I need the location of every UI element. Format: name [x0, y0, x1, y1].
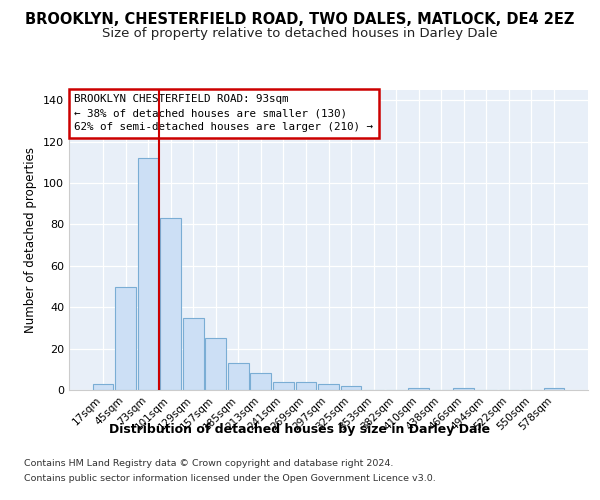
Bar — [544, 388, 565, 390]
Text: Distribution of detached houses by size in Darley Dale: Distribution of detached houses by size … — [109, 422, 491, 436]
Bar — [341, 386, 361, 390]
Text: Contains HM Land Registry data © Crown copyright and database right 2024.: Contains HM Land Registry data © Crown c… — [24, 459, 394, 468]
Bar — [205, 338, 226, 390]
Text: BROOKLYN, CHESTERFIELD ROAD, TWO DALES, MATLOCK, DE4 2EZ: BROOKLYN, CHESTERFIELD ROAD, TWO DALES, … — [25, 12, 575, 28]
Text: Contains public sector information licensed under the Open Government Licence v3: Contains public sector information licen… — [24, 474, 436, 483]
Bar — [296, 382, 316, 390]
Text: Size of property relative to detached houses in Darley Dale: Size of property relative to detached ho… — [102, 28, 498, 40]
Bar — [318, 384, 339, 390]
Bar — [273, 382, 294, 390]
Bar — [228, 363, 248, 390]
Bar — [183, 318, 203, 390]
Bar — [160, 218, 181, 390]
Bar — [409, 388, 429, 390]
Text: BROOKLYN CHESTERFIELD ROAD: 93sqm
← 38% of detached houses are smaller (130)
62%: BROOKLYN CHESTERFIELD ROAD: 93sqm ← 38% … — [74, 94, 373, 132]
Bar — [115, 286, 136, 390]
Bar — [137, 158, 158, 390]
Bar — [250, 374, 271, 390]
Bar — [92, 384, 113, 390]
Bar — [454, 388, 474, 390]
Y-axis label: Number of detached properties: Number of detached properties — [25, 147, 37, 333]
